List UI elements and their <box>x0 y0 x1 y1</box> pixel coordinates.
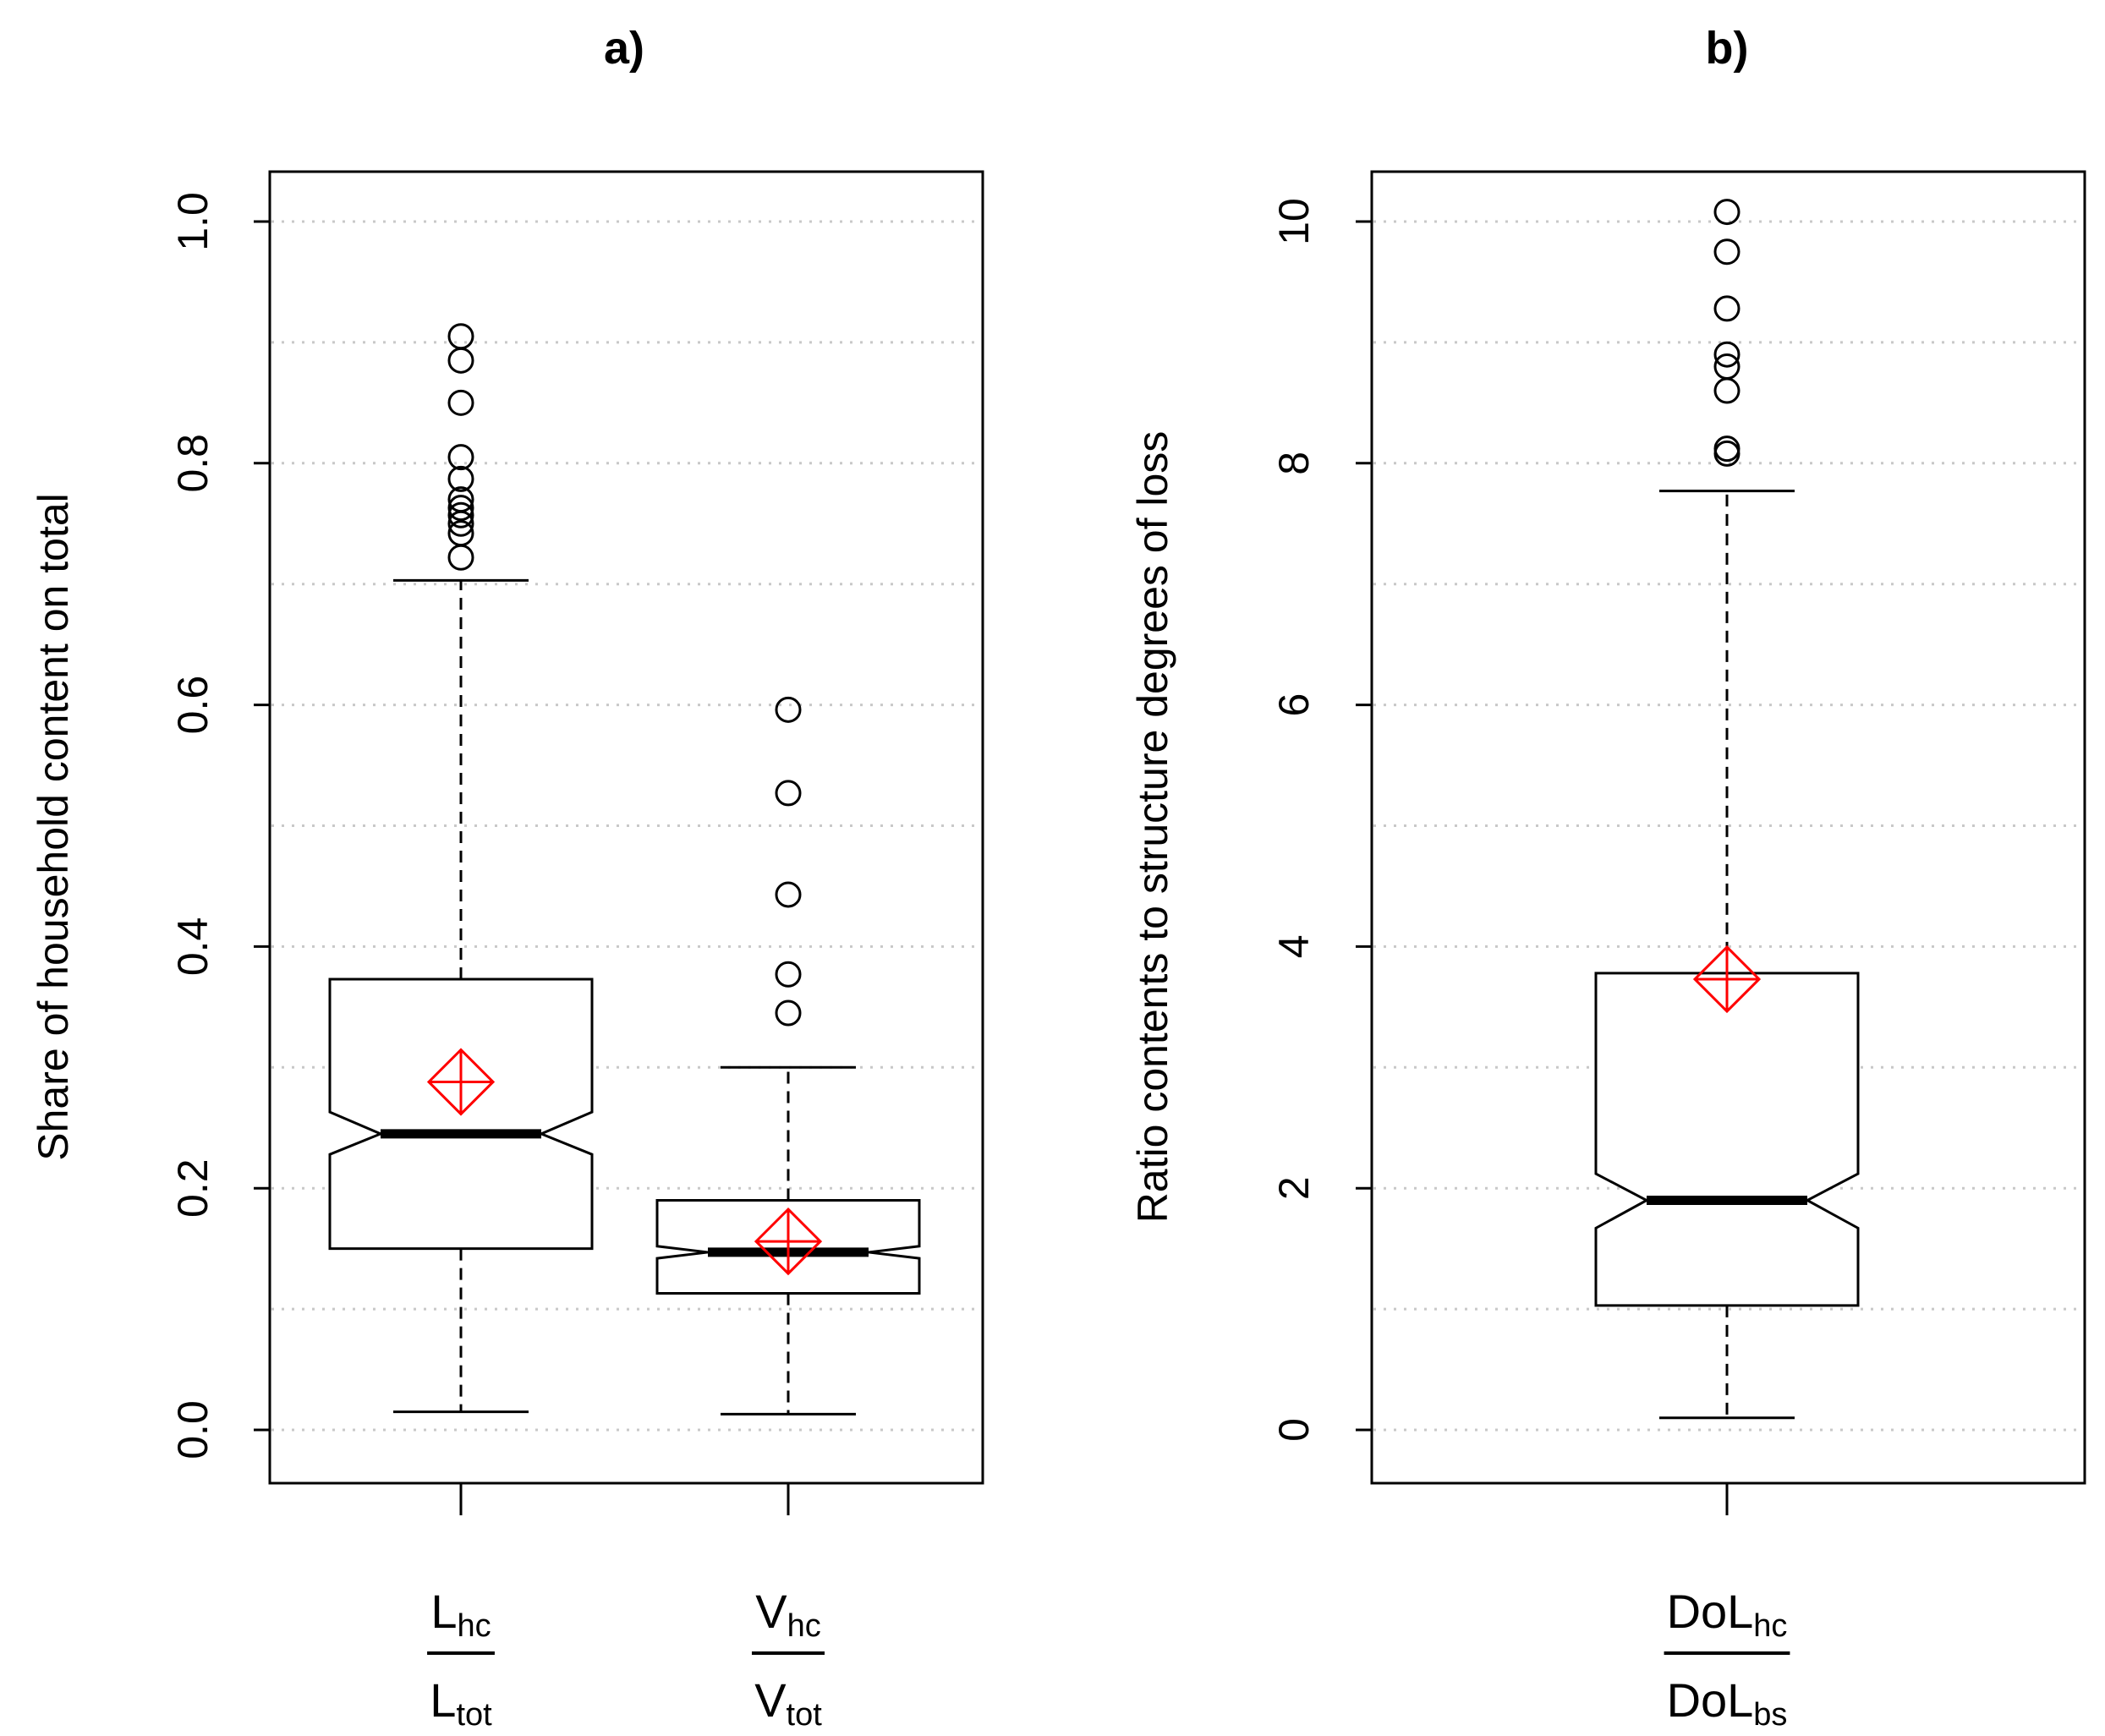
outlier-point <box>447 444 474 471</box>
y-tick-label: 10 <box>1270 198 1318 245</box>
y-tick-label: 0.4 <box>169 917 217 977</box>
outlier-point <box>1713 353 1740 380</box>
mean-diamond <box>754 1207 823 1276</box>
outlier-point <box>447 347 474 374</box>
mean-marker <box>754 1207 823 1276</box>
outlier-point <box>775 999 802 1027</box>
x-tick-label: DoLhc DoLbs <box>1664 1585 1790 1733</box>
x-label-numerator: Lhc <box>430 1585 491 1644</box>
y-tick-label: 4 <box>1270 934 1318 958</box>
panel-a-y-axis: 0.0 0.2 0.4 0.6 0.8 1.0 <box>169 192 270 1459</box>
outlier-point <box>1713 440 1740 467</box>
panel-a-y-axis-label: Share of household content on total <box>30 493 77 1160</box>
y-tick-label: 8 <box>1270 452 1318 475</box>
panel-b-y-axis: 0 2 4 6 8 10 <box>1270 198 1372 1442</box>
outlier-point <box>1713 199 1740 226</box>
outlier-point <box>775 961 802 988</box>
outlier-point <box>1713 435 1740 463</box>
outlier-point <box>447 486 474 513</box>
mean-marker <box>426 1048 496 1116</box>
panel-a-frame <box>268 170 984 1485</box>
outlier-point <box>775 780 802 807</box>
x-label-denominator: Ltot <box>430 1673 492 1733</box>
panel-b: b) 0 2 4 6 8 10 Ratio contents to structure d… <box>1129 23 2086 1733</box>
panel-a-title: a) <box>604 23 644 74</box>
y-tick-label: 0.2 <box>169 1158 217 1218</box>
panel-b-plot <box>1594 199 1860 1420</box>
outlier-point <box>1713 377 1740 404</box>
x-label-denominator: DoLbs <box>1667 1673 1788 1733</box>
box-group <box>328 323 594 1414</box>
y-tick-label: 0 <box>1270 1418 1318 1442</box>
x-label-denominator: Vtot <box>754 1673 822 1733</box>
outlier-point <box>775 696 802 723</box>
outlier-point <box>447 495 474 522</box>
y-tick-label: 0.6 <box>169 676 217 735</box>
y-tick-label: 6 <box>1270 693 1318 717</box>
outlier-point <box>447 520 474 547</box>
y-tick-label: 2 <box>1270 1176 1318 1200</box>
panel-a-plot <box>328 323 921 1416</box>
outlier-point <box>447 465 474 492</box>
panel-b-x-axis: DoLhc DoLbs <box>1664 1483 1790 1733</box>
y-tick-label: 1.0 <box>169 192 217 251</box>
x-label-numerator: Vhc <box>755 1585 821 1644</box>
box-group <box>1594 199 1860 1420</box>
outlier-point <box>447 501 474 528</box>
outlier-point <box>775 881 802 908</box>
panel-b-title: b) <box>1706 23 1749 74</box>
y-tick-label: 0.0 <box>169 1400 217 1459</box>
outlier-point <box>447 389 474 416</box>
outlier-point <box>1713 295 1740 322</box>
mean-marker <box>1692 945 1762 1014</box>
panel-a-x-axis: Lhc Ltot Vhc Vtot <box>427 1483 825 1733</box>
x-tick-label: Lhc Ltot <box>427 1585 495 1733</box>
panel-a: a) 0.0 0.2 0.4 0.6 0.8 1.0 Share of household… <box>30 23 984 1733</box>
notched-box <box>1594 972 1860 1307</box>
x-label-numerator: DoLhc <box>1667 1585 1788 1644</box>
box-group <box>655 696 921 1416</box>
outlier-point <box>447 323 474 350</box>
panel-b-y-axis-label: Ratio contents to structure degrees of l… <box>1129 431 1176 1224</box>
outlier-point <box>1713 238 1740 266</box>
mean-diamond <box>426 1048 496 1116</box>
outlier-point <box>447 544 474 571</box>
y-tick-label: 0.8 <box>169 434 217 493</box>
x-tick-label: Vhc Vtot <box>751 1585 825 1733</box>
outlier-point <box>1713 341 1740 368</box>
